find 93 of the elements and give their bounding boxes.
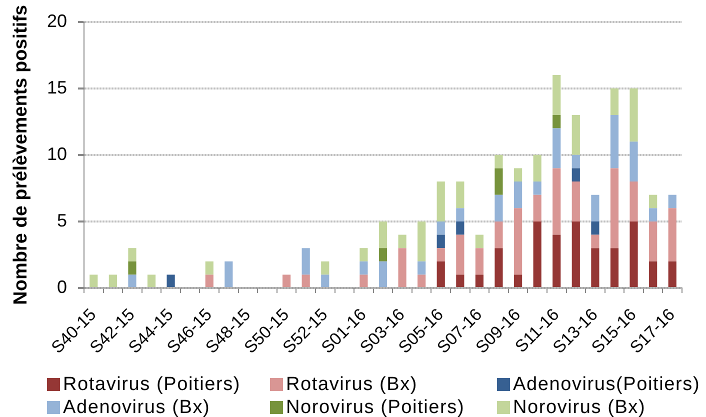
bar	[205, 274, 214, 287]
bar	[456, 234, 464, 275]
bar	[630, 88, 638, 142]
bar	[475, 274, 484, 287]
bar	[552, 114, 561, 128]
bar	[456, 221, 464, 235]
bar	[360, 261, 368, 275]
bar	[668, 261, 676, 287]
bar	[514, 274, 522, 287]
bar	[378, 248, 388, 262]
bar	[572, 221, 580, 287]
bar	[668, 194, 676, 208]
bar	[378, 221, 388, 248]
legend-label: Norovirus (Poitiers)	[286, 396, 465, 417]
bar	[610, 248, 619, 287]
bar	[610, 88, 619, 115]
bar	[436, 182, 445, 222]
bar	[591, 234, 600, 248]
legend-label: Adenovirus (Bx)	[63, 396, 210, 417]
bar	[436, 261, 445, 287]
bar	[282, 274, 291, 287]
bar	[591, 194, 600, 222]
bar	[552, 234, 561, 287]
bar	[552, 168, 561, 235]
bar	[630, 182, 638, 222]
bar	[360, 274, 368, 287]
y-tick-label: 15	[46, 77, 67, 98]
bar	[668, 208, 676, 262]
bar	[378, 261, 388, 287]
bar	[591, 221, 600, 235]
bar	[108, 274, 117, 287]
bar	[572, 154, 580, 168]
bar	[572, 114, 580, 155]
legend-label: Norovirus (Bx)	[513, 396, 646, 417]
bar	[494, 248, 503, 287]
bar	[649, 221, 658, 262]
bar	[321, 274, 330, 287]
bar	[610, 168, 619, 248]
bar	[398, 234, 406, 248]
bar	[321, 261, 330, 275]
bar	[533, 194, 542, 222]
bar	[436, 221, 445, 235]
bar	[514, 182, 522, 208]
bar	[398, 248, 406, 287]
bar	[533, 182, 542, 195]
bar	[494, 168, 503, 195]
bar	[418, 221, 426, 262]
bar	[514, 208, 522, 275]
bar	[302, 274, 310, 287]
bar	[128, 248, 136, 262]
bar	[494, 221, 503, 248]
bar	[418, 261, 426, 275]
bar	[436, 248, 445, 262]
y-tick-label: 0	[56, 276, 67, 297]
bar	[360, 248, 368, 262]
bar	[572, 182, 580, 222]
bar	[649, 194, 658, 208]
bar	[552, 75, 561, 115]
bar	[475, 234, 484, 248]
y-tick-label: 10	[46, 144, 67, 164]
bar	[494, 194, 503, 222]
bar	[224, 261, 233, 287]
bar	[205, 261, 214, 275]
bar	[90, 274, 98, 287]
bar	[494, 154, 503, 168]
bar	[166, 274, 175, 287]
y-tick-label: 20	[46, 10, 67, 31]
y-axis-title: Nombre de prélèvements positifs	[10, 4, 32, 305]
bar	[610, 114, 619, 168]
legend-label: Rotavirus (Bx)	[286, 373, 418, 396]
bar	[456, 182, 464, 208]
bar	[630, 221, 638, 287]
bar	[552, 128, 561, 168]
bar	[456, 208, 464, 222]
bar	[514, 168, 522, 182]
bar	[475, 248, 484, 275]
bar	[649, 261, 658, 287]
bar	[147, 274, 156, 287]
bar	[649, 208, 658, 222]
bar	[533, 154, 542, 182]
y-tick-label: 5	[56, 210, 67, 230]
bar	[630, 142, 638, 182]
bar	[302, 248, 310, 275]
bar	[128, 274, 136, 287]
bar	[591, 248, 600, 287]
bar	[128, 261, 136, 275]
bar	[572, 168, 580, 182]
bar	[533, 221, 542, 287]
bar	[456, 274, 464, 287]
bar	[436, 234, 445, 248]
legend-label: Rotavirus (Poitiers)	[63, 373, 241, 396]
bar	[418, 274, 426, 287]
legend-label: Adenovirus(Poitiers)	[513, 373, 700, 396]
